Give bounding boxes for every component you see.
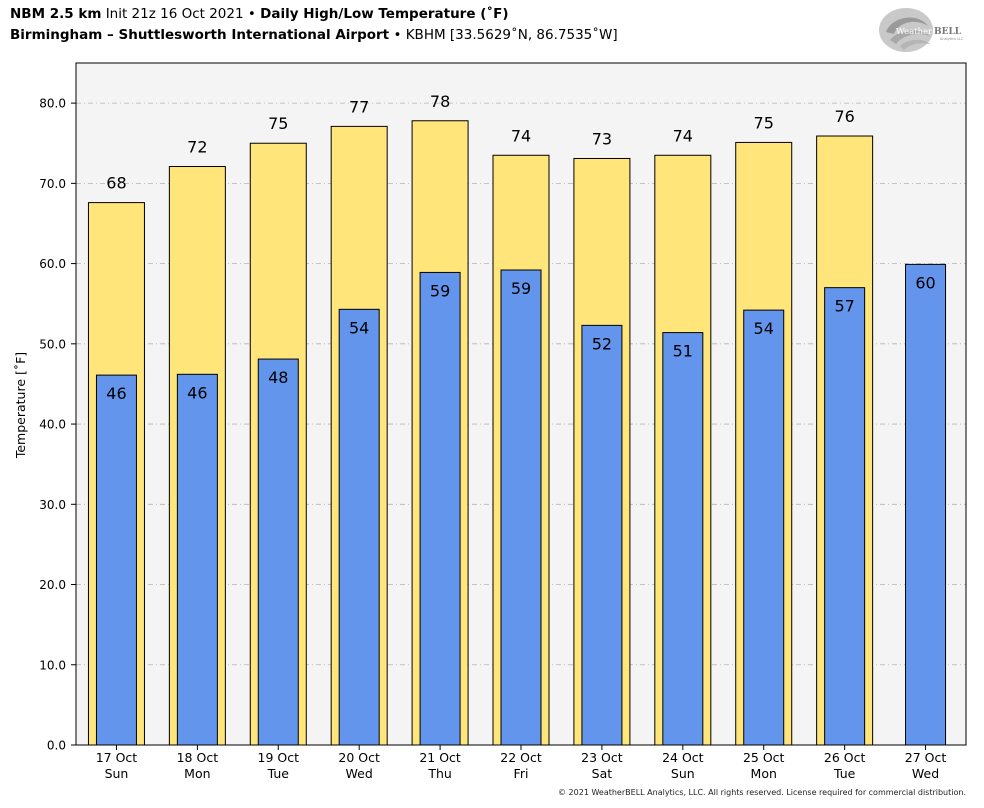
y-tick-label: 50.0 <box>39 337 66 351</box>
low-temp-bar <box>500 269 542 746</box>
high-temp-label: 77 <box>349 97 369 116</box>
high-temp-label: 75 <box>754 113 774 132</box>
y-tick-label: 10.0 <box>39 658 66 672</box>
x-tick-label-day: Tue <box>833 766 856 781</box>
product-name: Daily High/Low Temperature (˚F) <box>260 6 509 22</box>
weatherbell-logo: Weather BELL Analytics LLC <box>879 8 964 52</box>
low-temp-label: 46 <box>106 384 126 403</box>
logo-swirl-1 <box>886 17 928 34</box>
low-temp-bar <box>743 309 785 746</box>
bullet-1: • <box>247 6 256 22</box>
low-temp-bar <box>419 271 461 746</box>
x-tick-label-date: 24 Oct <box>662 750 704 765</box>
x-tick-label-day: Wed <box>912 766 939 781</box>
y-tick-label: 20.0 <box>39 578 66 592</box>
low-temp-label: 57 <box>834 297 854 316</box>
high-temp-label: 78 <box>430 92 450 111</box>
copyright-notice: © 2021 WeatherBELL Analytics, LLC. All r… <box>558 788 966 797</box>
high-temp-label: 74 <box>673 126 693 145</box>
x-tick-label-day: Mon <box>751 766 777 781</box>
high-temp-label: 75 <box>268 114 288 133</box>
x-tick-label-date: 20 Oct <box>338 750 380 765</box>
model-name: NBM 2.5 km <box>10 6 102 22</box>
low-temp-label: 46 <box>187 383 207 402</box>
low-temp-bar <box>581 324 623 746</box>
low-temp-label: 60 <box>915 273 935 292</box>
x-tick-label-date: 22 Oct <box>500 750 542 765</box>
logo-swirl-3 <box>900 39 930 50</box>
y-tick-label: 80.0 <box>39 97 66 111</box>
title-line-1: NBM 2.5 km Init 21z 16 Oct 2021 • Daily … <box>10 6 509 22</box>
logo-swirl-2 <box>890 30 930 44</box>
low-temp-bar <box>824 287 866 746</box>
high-temp-label: 72 <box>187 138 207 157</box>
init-time: Init 21z 16 Oct 2021 <box>105 6 244 22</box>
low-temp-bar <box>95 374 137 746</box>
title-line-2: Birmingham – Shuttlesworth International… <box>10 27 618 43</box>
y-tick-label: 70.0 <box>39 177 66 191</box>
station-info: KBHM [33.5629˚N, 86.7535˚W] <box>405 27 618 43</box>
x-tick-label-day: Wed <box>346 766 373 781</box>
x-tick-label-date: 17 Oct <box>96 750 138 765</box>
high-temp-label: 68 <box>106 174 126 193</box>
location-name: Birmingham – Shuttlesworth International… <box>10 27 390 43</box>
x-tick-label-day: Sun <box>105 766 129 781</box>
x-tick-label-date: 27 Oct <box>905 750 947 765</box>
x-tick-label-day: Sun <box>671 766 695 781</box>
y-tick-label: 30.0 <box>39 498 66 512</box>
low-temp-bar <box>338 308 380 746</box>
high-temp-label: 74 <box>511 126 531 145</box>
low-temp-bar <box>662 332 704 746</box>
x-tick-label-day: Thu <box>427 766 451 781</box>
high-temp-label: 73 <box>592 129 612 148</box>
x-tick-label-date: 23 Oct <box>581 750 623 765</box>
low-temp-bar <box>176 373 218 746</box>
x-tick-label-date: 21 Oct <box>419 750 461 765</box>
low-temp-bar <box>257 358 299 746</box>
logo-text-sub: Analytics LLC <box>940 37 964 41</box>
low-temp-label: 54 <box>349 318 369 337</box>
high-temp-label: 76 <box>834 107 854 126</box>
logo-text-weather: Weather <box>896 27 933 37</box>
bullet-2: • <box>393 27 402 43</box>
x-tick-label-day: Mon <box>184 766 210 781</box>
logo-text-bell: BELL <box>934 27 962 37</box>
x-tick-label-date: 26 Oct <box>824 750 866 765</box>
low-temp-label: 59 <box>430 281 450 300</box>
low-temp-label: 59 <box>511 279 531 298</box>
x-tick-label-date: 18 Oct <box>177 750 219 765</box>
low-temp-label: 48 <box>268 368 288 387</box>
y-tick-label: 0.0 <box>47 739 66 753</box>
low-temp-label: 54 <box>754 319 774 338</box>
x-tick-label-day: Tue <box>267 766 290 781</box>
y-tick-label: 60.0 <box>39 257 66 271</box>
low-temp-label: 51 <box>673 342 693 361</box>
low-temp-bar <box>905 263 947 746</box>
plot-frame <box>75 62 967 746</box>
y-axis-label: Temperature [˚F] <box>13 352 28 459</box>
y-tick-label: 40.0 <box>39 418 66 432</box>
x-tick-label-day: Fri <box>514 766 529 781</box>
x-tick-label-date: 25 Oct <box>743 750 785 765</box>
x-tick-label-day: Sat <box>592 766 613 781</box>
x-tick-label-date: 19 Oct <box>258 750 300 765</box>
low-temp-label: 52 <box>592 334 612 353</box>
